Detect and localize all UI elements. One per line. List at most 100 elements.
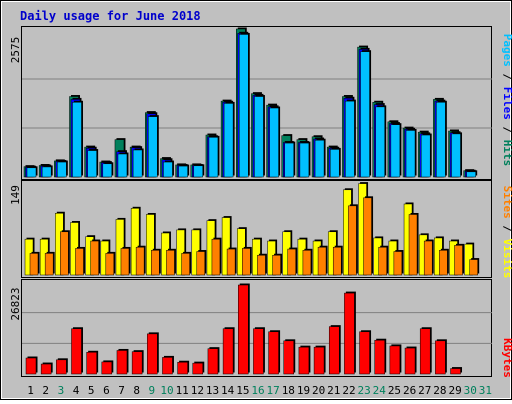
- bar-kbytes-day-16: [253, 328, 264, 375]
- bar-kbytes-day-3: [56, 359, 67, 375]
- bar-pages-day-2: [41, 166, 52, 178]
- bar-kbytes-day-5: [86, 352, 97, 375]
- bar-visits-day-14: [221, 217, 231, 276]
- bar-pages-day-24: [375, 106, 385, 178]
- bar-kbytes-day-15: [238, 284, 249, 375]
- bar-sites-day-28: [439, 250, 448, 276]
- bar-pages-day-29: [451, 133, 461, 178]
- x-tick-label-day-3: 3: [58, 384, 65, 397]
- x-tick-label-day-18: 18: [282, 384, 295, 397]
- bar-kbytes-day-29: [450, 368, 461, 375]
- bar-kbytes-day-8: [131, 351, 143, 375]
- bar-sites-day-27: [423, 240, 433, 276]
- bar-sites-day-29: [454, 245, 463, 276]
- x-tick-label-day-9: 9: [149, 384, 156, 397]
- bar-pages-day-6: [102, 163, 113, 178]
- bar-kbytes-day-11: [177, 361, 188, 375]
- x-tick-label-day-26: 26: [403, 384, 416, 397]
- bar-kbytes-day-1: [25, 357, 37, 375]
- bar-sites-day-6: [105, 253, 115, 276]
- bar-sites-day-17: [272, 254, 281, 276]
- bar-kbytes-day-12: [192, 362, 204, 375]
- bar-kbytes-day-25: [389, 345, 401, 375]
- x-tick-label-day-15: 15: [236, 384, 249, 397]
- bar-pages-day-19: [299, 142, 310, 178]
- bar-pages-day-11: [178, 165, 188, 178]
- bar-sites-day-21: [332, 246, 342, 276]
- bar-sites-day-15: [242, 248, 251, 276]
- x-tick-label-day-11: 11: [176, 384, 189, 397]
- panel-hits-files-pages: 2575: [9, 26, 492, 180]
- bar-sites-day-20: [317, 246, 327, 276]
- bar-kbytes-day-26: [404, 347, 416, 375]
- bar-visits-day-9: [146, 214, 155, 276]
- bar-kbytes-day-13: [207, 348, 219, 375]
- bar-pages-day-10: [163, 161, 173, 178]
- bar-pages-day-13: [208, 137, 219, 178]
- bar-pages-day-4: [72, 102, 82, 178]
- x-tick-label-day-30: 30: [464, 384, 477, 397]
- bar-kbytes-day-7: [116, 350, 128, 375]
- bar-pages-day-9: [148, 116, 158, 178]
- bar-pages-day-21: [329, 149, 340, 178]
- bar-pages-day-3: [57, 161, 67, 178]
- x-tick-label-day-22: 22: [342, 384, 355, 397]
- x-tick-label-day-7: 7: [118, 384, 125, 397]
- bar-pages-day-25: [390, 124, 401, 178]
- x-tick-label-day-17: 17: [267, 384, 280, 397]
- legend-visits: Visits: [501, 239, 512, 279]
- bar-kbytes-day-6: [101, 361, 113, 375]
- bar-pages-day-1: [26, 167, 37, 178]
- x-tick-label-day-2: 2: [42, 384, 49, 397]
- x-tick-label-day-31: 31: [479, 384, 492, 397]
- bar-pages-day-22: [345, 100, 355, 178]
- bar-pages-day-12: [193, 165, 204, 178]
- x-tick-label-day-8: 8: [133, 384, 140, 397]
- bar-pages-day-28: [436, 102, 446, 178]
- panel-kbytes: 26823: [9, 279, 492, 377]
- legend-visits-sites-text: Sites / Visits: [501, 186, 512, 279]
- bar-sites-day-22: [348, 205, 357, 276]
- bar-sites-day-19: [302, 250, 312, 276]
- bar-sites-day-5: [90, 240, 99, 276]
- legend-pages: Pages: [501, 34, 512, 67]
- bar-kbytes-day-2: [40, 363, 52, 375]
- x-tick-label-day-12: 12: [191, 384, 204, 397]
- bar-kbytes-day-17: [268, 331, 279, 375]
- x-tick-label-day-20: 20: [312, 384, 325, 397]
- legend-files: Files: [501, 87, 512, 120]
- ymax-label-hits: 2575: [9, 37, 22, 64]
- bar-sites-day-3: [60, 231, 69, 276]
- x-tick-label-day-10: 10: [160, 384, 173, 397]
- bar-pages-day-26: [405, 130, 416, 178]
- legend-hits-files-pages-text: Pages / Files / Hits: [501, 34, 512, 167]
- x-tick-label-day-6: 6: [103, 384, 110, 397]
- bar-kbytes-day-24: [374, 339, 385, 375]
- bar-sites-day-1: [29, 253, 39, 276]
- bar-sites-day-12: [196, 251, 206, 276]
- bar-visits-day-8: [130, 208, 140, 276]
- bar-sites-day-7: [120, 248, 130, 276]
- bar-pages-day-5: [87, 150, 97, 178]
- bars-hits-files-pages: [23, 27, 478, 178]
- bar-sites-day-30: [469, 259, 478, 276]
- x-tick-label-day-29: 29: [448, 384, 461, 397]
- x-tick-label-day-16: 16: [251, 384, 264, 397]
- bar-pages-day-18: [284, 142, 294, 178]
- bar-kbytes-day-28: [435, 340, 446, 375]
- ymax-label-kbytes: 26823: [9, 287, 22, 320]
- bar-kbytes-day-10: [162, 357, 173, 375]
- legend-sites: Sites: [501, 186, 512, 219]
- ymax-label-visits: 149: [9, 185, 22, 205]
- bar-kbytes-day-19: [298, 346, 310, 375]
- bar-kbytes-day-22: [344, 292, 355, 375]
- bar-kbytes-day-23: [359, 331, 370, 375]
- bar-pages-day-14: [223, 103, 234, 178]
- bar-kbytes-day-14: [222, 328, 234, 375]
- panel-visits-sites: 149: [9, 180, 492, 278]
- bar-sites-day-2: [44, 253, 54, 276]
- bar-sites-day-18: [287, 248, 296, 276]
- x-tick-label-day-13: 13: [206, 384, 219, 397]
- bar-kbytes-day-4: [71, 328, 82, 375]
